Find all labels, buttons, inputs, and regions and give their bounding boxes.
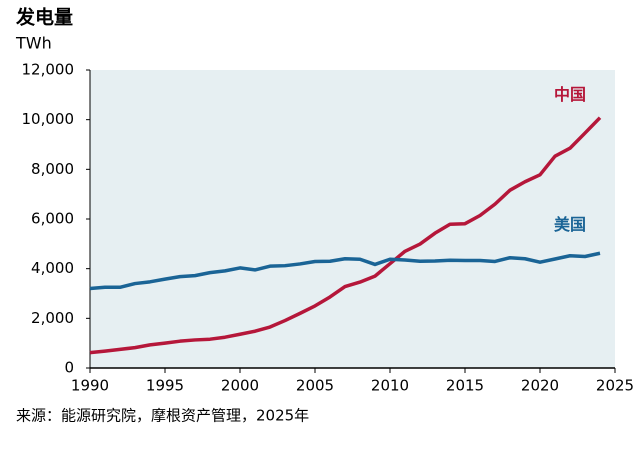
- y-axis-label: TWh: [15, 34, 52, 53]
- series-line: [89, 116, 602, 355]
- series-label: 美国: [554, 215, 586, 234]
- y-tick-label: 8,000: [31, 160, 74, 178]
- x-tick-label: 1990: [71, 377, 109, 395]
- y-tick-label: 0: [64, 359, 74, 377]
- x-tick-label: 2000: [221, 377, 259, 395]
- y-tick-label: 10,000: [22, 110, 75, 128]
- y-tick-label: 4,000: [31, 259, 74, 277]
- source-note: 来源：能源研究院，摩根资产管理，2025年: [16, 407, 309, 425]
- x-tick-label: 2010: [371, 377, 409, 395]
- x-tick-label: 2020: [521, 377, 559, 395]
- y-tick-label: 6,000: [31, 210, 74, 228]
- series-label: 中国: [554, 85, 586, 104]
- x-tick-label: 2025: [596, 377, 634, 395]
- y-tick-label: 2,000: [31, 309, 74, 327]
- x-tick-label: 1995: [146, 377, 184, 395]
- x-tick-label: 2005: [296, 377, 334, 395]
- x-tick-label: 2015: [446, 377, 484, 395]
- series-line: [89, 251, 601, 291]
- plot-background: [90, 70, 615, 368]
- chart-title: 发电量: [15, 6, 73, 29]
- y-tick-label: 12,000: [22, 61, 75, 79]
